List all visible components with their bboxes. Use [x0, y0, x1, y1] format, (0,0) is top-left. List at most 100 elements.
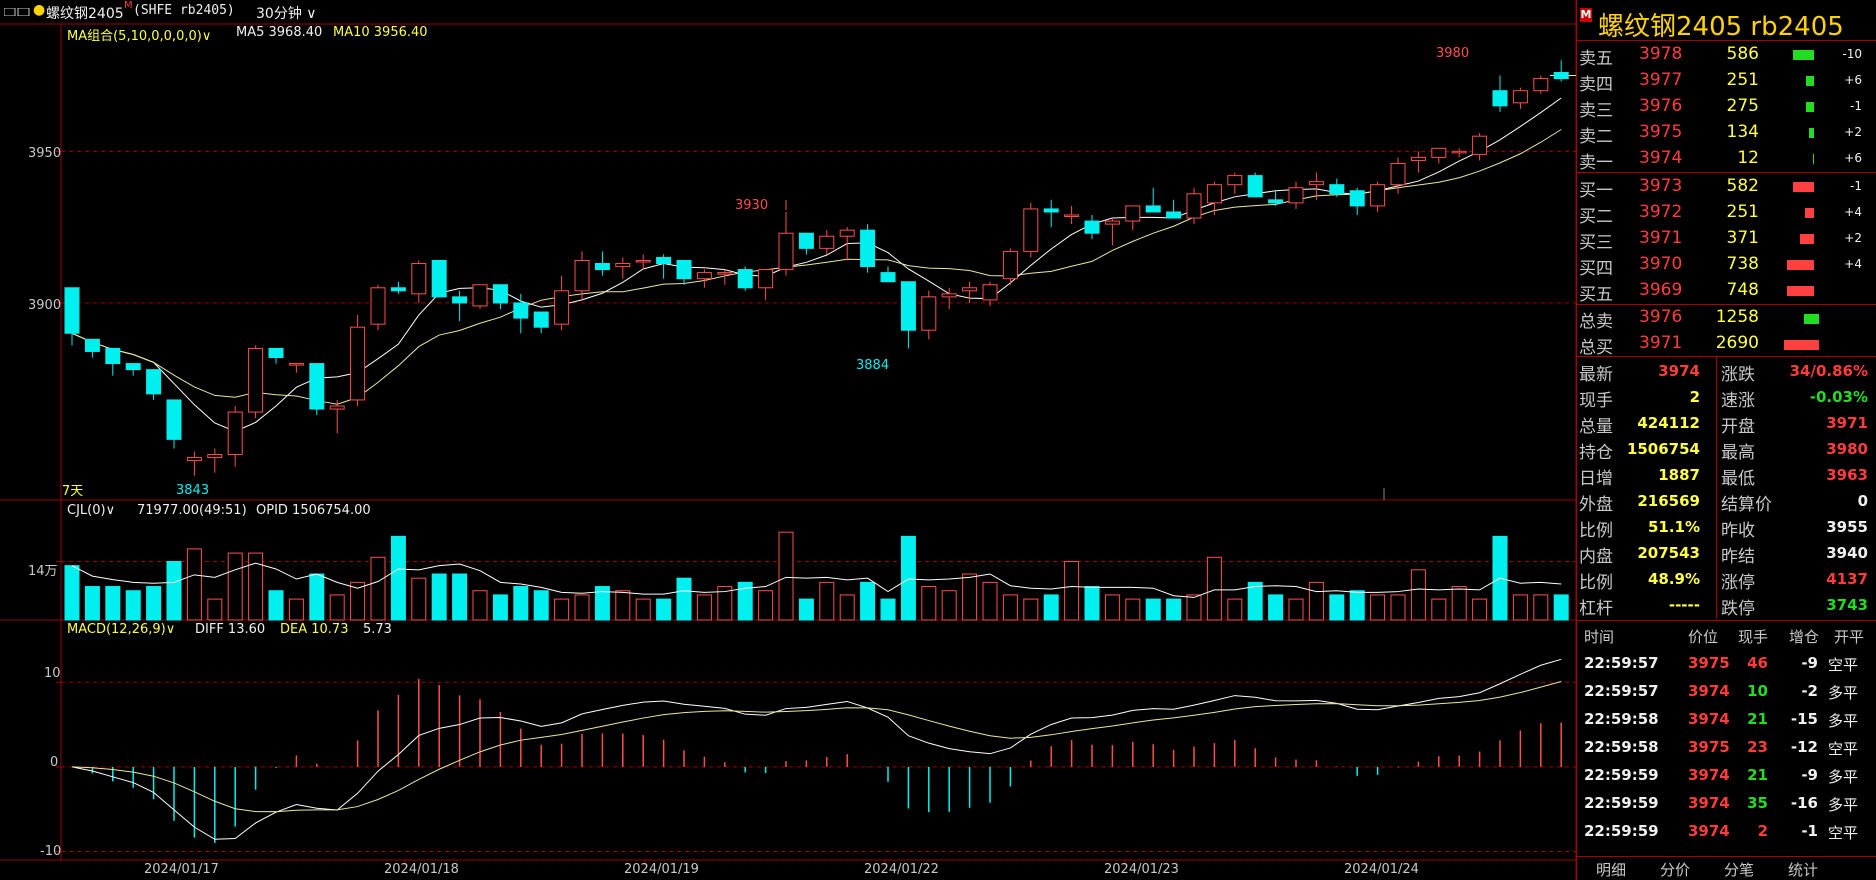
tick-price: 3975: [1688, 654, 1730, 672]
stat-value: 3743: [1826, 596, 1868, 614]
stat-value: 1887: [1658, 466, 1700, 484]
volume-bar: [676, 577, 692, 621]
volume-bar: [207, 598, 223, 621]
high-marker: 3980: [1436, 46, 1470, 61]
tick-time: 22:59:57: [1584, 654, 1659, 672]
tab-trades[interactable]: 分笔: [1724, 861, 1755, 879]
candle-body: [819, 235, 835, 249]
total-label: 总买: [1579, 338, 1613, 358]
volume-bar: [1002, 594, 1018, 621]
volume-bar: [1043, 594, 1059, 621]
candle-body: [1186, 193, 1202, 219]
volume-bar: [370, 556, 386, 621]
stat-label[interactable]: 结算价: [1721, 495, 1772, 515]
total-bar: [1804, 314, 1819, 324]
candle-body: [329, 405, 345, 410]
tick-type: 多平: [1828, 712, 1859, 730]
candle-body: [533, 311, 549, 328]
candle-body: [778, 232, 794, 271]
level-change: +2: [1844, 231, 1862, 245]
candle-body: [309, 363, 325, 410]
level-label: 买三: [1579, 233, 1613, 253]
candle-body: [1227, 175, 1243, 186]
volume-bar: [1431, 598, 1447, 621]
y-tick: 3900: [28, 298, 62, 313]
stat-value: 4137: [1826, 570, 1868, 588]
volume-bar: [1308, 581, 1324, 621]
volume-bar: [635, 598, 651, 621]
volume-bar: [615, 590, 631, 621]
candle-body: [1390, 162, 1406, 186]
candle-body: [860, 229, 876, 268]
candle-body: [615, 263, 631, 268]
candle-body: [941, 293, 957, 298]
x-tick: 2024/01/19: [624, 862, 699, 877]
volume-bar: [329, 594, 345, 621]
level-volume: 582: [1726, 176, 1759, 196]
tab-price-dist[interactable]: 分价: [1660, 861, 1691, 879]
volume-bar: [411, 577, 427, 621]
total-price: 3976: [1639, 307, 1683, 327]
stat-row: 持仓 1506754 最高 3980: [1576, 436, 1876, 463]
ask-level: 卖二 3975 134 +2: [1576, 120, 1876, 147]
level-bar: [1813, 154, 1814, 164]
volume-bar: [1247, 581, 1263, 621]
level-volume: 12: [1737, 148, 1759, 168]
level-bar: [1793, 182, 1814, 192]
level-volume: 134: [1726, 122, 1759, 142]
candle-body: [513, 302, 529, 319]
candle-body: [1125, 205, 1141, 222]
level-price: 3975: [1639, 122, 1683, 142]
tick-price: 3974: [1688, 822, 1730, 840]
tick-time: 22:59:59: [1584, 766, 1659, 784]
stat-label: 最低: [1721, 469, 1755, 489]
range-label: 7天: [62, 484, 84, 499]
volume-indicator-label[interactable]: CJL(0)∨: [67, 503, 116, 518]
volume-bar: [574, 594, 590, 621]
volume-bar: [1166, 598, 1182, 621]
volume-bar: [125, 590, 141, 621]
x-tick: 2024/01/22: [864, 862, 939, 877]
volume-bar: [860, 581, 876, 621]
candle-body: [1288, 187, 1304, 204]
kline-chart[interactable]: [0, 0, 1576, 880]
level-price: 3973: [1639, 176, 1683, 196]
tick-price: 3974: [1688, 710, 1730, 728]
volume-bar: [1084, 586, 1100, 621]
total-volume: 2690: [1715, 333, 1759, 353]
level-price: 3974: [1639, 148, 1683, 168]
stat-label: 日增: [1579, 469, 1613, 489]
ma-indicator-label[interactable]: MA组合(5,10,0,0,0,0)∨: [67, 29, 212, 44]
total-volume: 1258: [1715, 307, 1759, 327]
candle-body: [900, 281, 916, 331]
candle-body: [1329, 184, 1345, 195]
stat-value: 216569: [1637, 492, 1700, 510]
tab-detail[interactable]: 明细: [1596, 861, 1627, 879]
tick-volume: 2: [1757, 822, 1768, 840]
tab-stats[interactable]: 统计: [1788, 861, 1819, 879]
level-price: 3978: [1639, 44, 1683, 64]
stat-label: 昨收: [1721, 521, 1755, 541]
tick-price: 3974: [1688, 766, 1730, 784]
ask-level: 卖一 3974 12 +6: [1576, 146, 1876, 173]
macd-indicator-label[interactable]: MACD(12,26,9)∨: [67, 622, 176, 637]
quote-title-text: 螺纹钢2405 rb2405: [1598, 12, 1844, 42]
volume-bar: [941, 590, 957, 621]
tick-time: 22:59:58: [1584, 738, 1659, 756]
macd-value: 5.73: [363, 622, 392, 637]
tick-volume: 23: [1747, 738, 1768, 756]
stat-label: 涨跌: [1721, 365, 1755, 385]
level-price: 3970: [1639, 254, 1683, 274]
period-selector[interactable]: 30分钟 ∨: [256, 6, 317, 22]
candle-body: [1023, 208, 1039, 252]
volume-bar: [1512, 594, 1528, 621]
candle-body: [717, 272, 733, 275]
volume-bar: [1186, 594, 1202, 621]
tick-type: 空平: [1828, 740, 1859, 758]
level-label: 卖二: [1579, 127, 1613, 147]
layout-icon[interactable]: [4, 8, 30, 16]
symbol-name[interactable]: 螺纹钢2405: [46, 6, 124, 22]
ma10-value: MA10 3956.40: [333, 25, 428, 40]
opid-value: OPID 1506754.00: [256, 503, 371, 518]
candle-body: [1533, 78, 1549, 92]
